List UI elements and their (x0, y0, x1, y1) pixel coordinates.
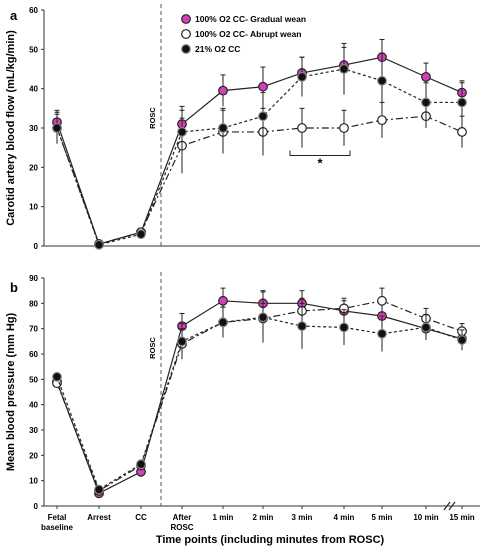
data-point (377, 75, 387, 86)
x-tick-label: 3 min (292, 513, 313, 522)
x-tick-label: 4 min (334, 513, 355, 522)
y-tick-label: 30 (29, 124, 38, 133)
panel-letter: b (10, 280, 18, 295)
x-tick-label: 2 min (253, 513, 274, 522)
x-tick-label: Arrest (87, 513, 111, 522)
data-point (339, 64, 349, 74)
x-tick-label: 1 min (213, 513, 234, 522)
data-point (136, 229, 146, 240)
legend-marker (181, 29, 191, 39)
axis-break-mark (443, 501, 451, 511)
data-point (94, 484, 104, 495)
y-tick-label: 80 (29, 299, 38, 308)
x-axis-label: Time points (including minutes from ROSC… (156, 534, 385, 546)
series-3 (52, 291, 467, 495)
data-point (297, 123, 307, 133)
legend-entry: 100% O2 CC- Gradual wean (195, 14, 306, 24)
y-tick-label: 60 (29, 6, 38, 15)
data-point (421, 97, 431, 108)
legend-entry: 100% O2 CC- Abrupt wean (195, 29, 301, 39)
data-point (258, 81, 268, 92)
data-point (52, 123, 62, 133)
y-tick-label: 50 (29, 375, 38, 384)
significance-asterisk: * (317, 156, 323, 171)
y-axis-label: Carotid artery blood flow (mL/kg/min) (5, 30, 17, 226)
series-line (56, 316, 463, 491)
y-tick-label: 10 (29, 477, 38, 486)
legend: 100% O2 CC- Gradual wean 100% O2 CC- Abru… (181, 14, 306, 54)
data-point (258, 111, 268, 122)
y-tick-label: 50 (29, 45, 38, 54)
x-tick-label: Fetal (48, 513, 67, 522)
data-point (377, 295, 387, 306)
series-line (56, 300, 463, 492)
legend-marker (181, 14, 191, 24)
y-tick-label: 60 (29, 350, 38, 359)
y-tick-label: 90 (29, 274, 38, 283)
rosc-label: ROSC (148, 337, 157, 359)
axis-break-mark (448, 501, 456, 511)
data-point (339, 322, 349, 333)
y-tick-label: 30 (29, 426, 38, 435)
rosc-label: ROSC (148, 107, 157, 129)
legend-marker (181, 44, 191, 54)
series-3 (52, 42, 467, 250)
x-tick-label: After (173, 513, 192, 522)
series-1 (52, 39, 467, 249)
data-point (297, 71, 307, 82)
x-tick-label: ROSC (170, 523, 193, 532)
data-point (421, 322, 431, 333)
legend-entry: 21% O2 CC (195, 44, 240, 54)
y-tick-label: 0 (34, 502, 39, 511)
data-point (52, 371, 62, 382)
data-point (218, 295, 228, 306)
y-axis-label: Mean blood pressure (mm Hg) (5, 313, 17, 472)
y-tick-label: 10 (29, 203, 38, 212)
data-point (136, 459, 146, 470)
data-point (218, 317, 228, 328)
x-tick-label: CC (135, 513, 147, 522)
data-point (457, 127, 467, 137)
x-tick-label: baseline (41, 523, 74, 532)
significance-bracket (289, 150, 351, 157)
data-point (177, 336, 187, 347)
data-point (457, 335, 467, 345)
x-tick-label: 15 min (449, 513, 474, 522)
data-point (377, 115, 387, 126)
data-point (94, 239, 104, 250)
data-point (297, 321, 307, 332)
data-point (377, 328, 387, 339)
y-tick-label: 40 (29, 401, 38, 410)
x-tick-label: 10 min (413, 513, 438, 522)
panel-letter: a (10, 8, 18, 23)
data-point (258, 312, 268, 323)
data-point (457, 97, 467, 108)
series-2 (52, 101, 467, 249)
y-tick-label: 40 (29, 85, 38, 94)
y-tick-label: 20 (29, 163, 38, 172)
panel-a: 0 10 20 30 40 50 60 Carotid artery blood flow (… (5, 4, 480, 251)
series-line (56, 68, 462, 246)
series-line (56, 115, 463, 245)
data-point (218, 85, 228, 96)
data-point (339, 123, 349, 133)
y-tick-label: 0 (34, 242, 39, 251)
panel-b: 0 10 20 30 40 50 60 70 80 90 Mean blood pressure (… (5, 272, 480, 511)
y-tick-label: 20 (29, 451, 38, 460)
x-tick-label: 5 min (372, 513, 393, 522)
data-point (218, 123, 228, 133)
y-tick-label: 70 (29, 325, 38, 334)
data-point (421, 71, 431, 82)
data-point (177, 127, 187, 137)
series-line (56, 300, 463, 495)
